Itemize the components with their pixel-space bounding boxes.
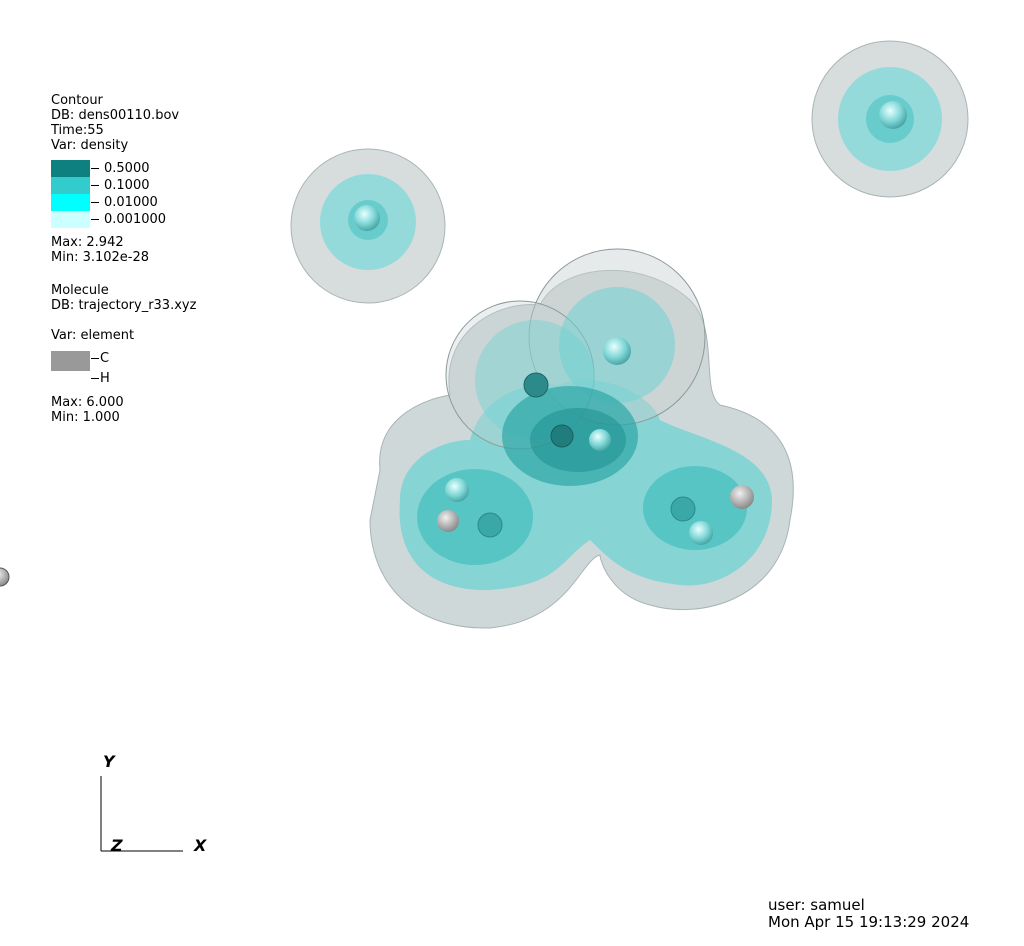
- contour-swatch-0: [51, 160, 90, 177]
- molecule-min: Min: 1.000: [51, 410, 120, 425]
- element-label-0: C: [100, 351, 110, 366]
- contour-level-label-1: 0.1000: [104, 178, 150, 193]
- contour-tick-3: [91, 219, 99, 220]
- molecule-plot-type: Molecule: [51, 283, 109, 298]
- edge-atom: [0, 567, 10, 587]
- axis-triad: [100, 776, 183, 852]
- element-swatch-0: [51, 351, 90, 371]
- axis-z-label: Z: [111, 836, 123, 855]
- contour-plot-type: Contour: [51, 93, 103, 108]
- contour-min: Min: 3.102e-28: [51, 250, 150, 265]
- contour-level-label-0: 0.5000: [104, 161, 150, 176]
- element-tick-1: [91, 378, 99, 379]
- isolated-atom-top-right: [811, 40, 969, 198]
- molecule-max: Max: 6.000: [51, 395, 124, 410]
- contour-var: Var: density: [51, 138, 129, 153]
- contour-tick-0: [91, 168, 99, 169]
- timestamp-label: Mon Apr 15 19:13:29 2024: [768, 913, 970, 931]
- molecule-cluster: [369, 248, 794, 629]
- contour-swatch-2: [51, 194, 90, 211]
- axis-x-label: X: [194, 836, 207, 855]
- element-tick-0: [91, 358, 99, 359]
- contour-swatch-1: [51, 177, 90, 194]
- molecule-var: Var: element: [51, 328, 135, 343]
- contour-level-label-2: 0.01000: [104, 195, 158, 210]
- contour-tick-1: [91, 185, 99, 186]
- user-label: user: samuel: [768, 896, 865, 914]
- contour-swatch-3: [51, 211, 90, 228]
- contour-level-label-3: 0.001000: [104, 212, 167, 227]
- contour-db: DB: dens00110.bov: [51, 108, 180, 123]
- isolated-atom-left: [290, 148, 446, 304]
- contour-max: Max: 2.942: [51, 235, 124, 250]
- axis-y-label: Y: [103, 752, 115, 771]
- element-label-1: H: [100, 371, 110, 386]
- molecule-db: DB: trajectory_r33.xyz: [51, 298, 197, 313]
- contour-tick-2: [91, 202, 99, 203]
- contour-time: Time:55: [51, 123, 104, 138]
- element-swatch-1: [51, 371, 90, 391]
